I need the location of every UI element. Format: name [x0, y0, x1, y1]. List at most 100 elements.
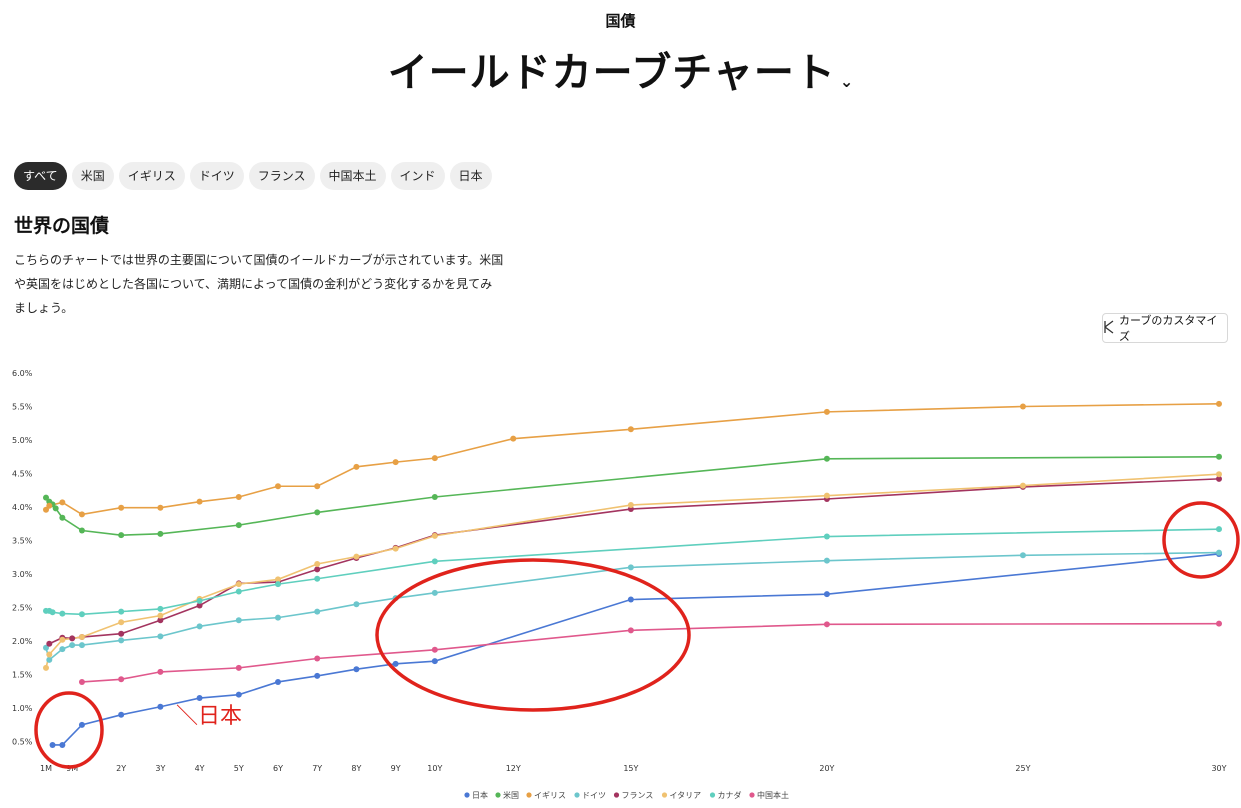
- data-point[interactable]: [353, 601, 360, 608]
- data-point[interactable]: [118, 711, 125, 718]
- data-point[interactable]: [157, 612, 164, 619]
- tab-japan[interactable]: 日本: [449, 162, 492, 190]
- data-point[interactable]: [823, 455, 830, 462]
- data-point[interactable]: [59, 499, 66, 506]
- data-point[interactable]: [627, 502, 634, 509]
- data-point[interactable]: [627, 596, 634, 603]
- data-point[interactable]: [235, 522, 242, 529]
- data-point[interactable]: [1216, 400, 1222, 407]
- data-point[interactable]: [69, 635, 76, 642]
- tab-us[interactable]: 米国: [71, 162, 114, 190]
- data-point[interactable]: [314, 561, 321, 567]
- data-point[interactable]: [627, 426, 634, 433]
- data-point[interactable]: [823, 492, 830, 499]
- data-point[interactable]: [118, 504, 125, 511]
- data-point[interactable]: [431, 493, 438, 500]
- data-point[interactable]: [78, 527, 85, 534]
- data-point[interactable]: [1216, 471, 1222, 478]
- data-point[interactable]: [314, 483, 321, 490]
- data-point[interactable]: [118, 676, 125, 683]
- tab-france[interactable]: フランス: [248, 162, 315, 190]
- data-point[interactable]: [118, 532, 125, 539]
- chevron-down-icon[interactable]: ⌄: [839, 72, 854, 91]
- data-point[interactable]: [49, 609, 56, 616]
- data-point[interactable]: [59, 610, 66, 617]
- data-point[interactable]: [46, 502, 53, 509]
- data-point[interactable]: [43, 644, 49, 651]
- data-point[interactable]: [118, 637, 125, 644]
- data-point[interactable]: [1019, 403, 1026, 410]
- data-point[interactable]: [118, 630, 125, 637]
- data-point[interactable]: [59, 646, 66, 653]
- data-point[interactable]: [1019, 552, 1026, 559]
- data-point[interactable]: [823, 621, 830, 628]
- data-point[interactable]: [157, 633, 164, 640]
- data-point[interactable]: [78, 634, 85, 641]
- data-point[interactable]: [314, 655, 321, 662]
- data-point[interactable]: [314, 566, 321, 573]
- data-point[interactable]: [157, 530, 164, 537]
- data-point[interactable]: [59, 514, 66, 521]
- data-point[interactable]: [353, 666, 360, 673]
- data-point[interactable]: [392, 660, 399, 667]
- data-point[interactable]: [196, 498, 203, 505]
- data-point[interactable]: [78, 642, 85, 649]
- data-point[interactable]: [157, 617, 164, 624]
- data-point[interactable]: [274, 483, 281, 490]
- legend-label[interactable]: 日本: [472, 790, 488, 800]
- data-point[interactable]: [314, 509, 321, 516]
- data-point[interactable]: [196, 623, 203, 630]
- data-point[interactable]: [314, 672, 321, 679]
- data-point[interactable]: [274, 678, 281, 685]
- data-point[interactable]: [431, 558, 438, 565]
- data-point[interactable]: [46, 651, 53, 658]
- data-point[interactable]: [78, 611, 85, 618]
- legend-label[interactable]: カナダ: [718, 790, 742, 800]
- data-point[interactable]: [1216, 475, 1222, 482]
- tab-india[interactable]: インド: [390, 162, 445, 190]
- tab-uk[interactable]: イギリス: [118, 162, 185, 190]
- legend-label[interactable]: 中国本土: [757, 790, 789, 800]
- legend-label[interactable]: イギリス: [534, 791, 566, 800]
- data-point[interactable]: [431, 532, 438, 539]
- data-point[interactable]: [392, 545, 399, 552]
- data-point[interactable]: [78, 678, 85, 685]
- data-point[interactable]: [235, 581, 242, 588]
- data-point[interactable]: [235, 493, 242, 500]
- customize-curve-button[interactable]: カーブのカスタマイズ: [1102, 313, 1228, 343]
- data-point[interactable]: [353, 463, 360, 470]
- data-point[interactable]: [196, 602, 203, 609]
- data-point[interactable]: [118, 619, 125, 626]
- data-point[interactable]: [157, 703, 164, 710]
- tab-china[interactable]: 中国本土: [319, 162, 386, 190]
- data-point[interactable]: [235, 691, 242, 698]
- data-point[interactable]: [1216, 526, 1222, 533]
- data-point[interactable]: [59, 636, 66, 643]
- data-point[interactable]: [274, 614, 281, 621]
- data-point[interactable]: [627, 564, 634, 571]
- data-point[interactable]: [274, 581, 281, 588]
- data-point[interactable]: [1216, 549, 1222, 556]
- data-point[interactable]: [157, 668, 164, 675]
- legend-label[interactable]: ドイツ: [582, 791, 606, 800]
- legend-label[interactable]: フランス: [622, 791, 654, 800]
- tab-all[interactable]: すべて: [14, 162, 67, 190]
- data-point[interactable]: [43, 664, 49, 671]
- data-point[interactable]: [1019, 482, 1026, 489]
- data-point[interactable]: [69, 642, 76, 649]
- data-point[interactable]: [157, 504, 164, 511]
- data-point[interactable]: [46, 656, 53, 663]
- data-point[interactable]: [46, 640, 53, 647]
- data-point[interactable]: [43, 506, 49, 513]
- data-point[interactable]: [78, 511, 85, 518]
- page-title-row[interactable]: イールドカーブチャート ⌄: [0, 40, 1241, 98]
- data-point[interactable]: [823, 408, 830, 415]
- data-point[interactable]: [118, 608, 125, 615]
- data-point[interactable]: [627, 627, 634, 634]
- data-point[interactable]: [314, 608, 321, 615]
- data-point[interactable]: [1216, 453, 1222, 460]
- legend-label[interactable]: イタリア: [670, 791, 702, 800]
- data-point[interactable]: [431, 658, 438, 665]
- data-point[interactable]: [59, 741, 66, 748]
- data-point[interactable]: [43, 494, 49, 501]
